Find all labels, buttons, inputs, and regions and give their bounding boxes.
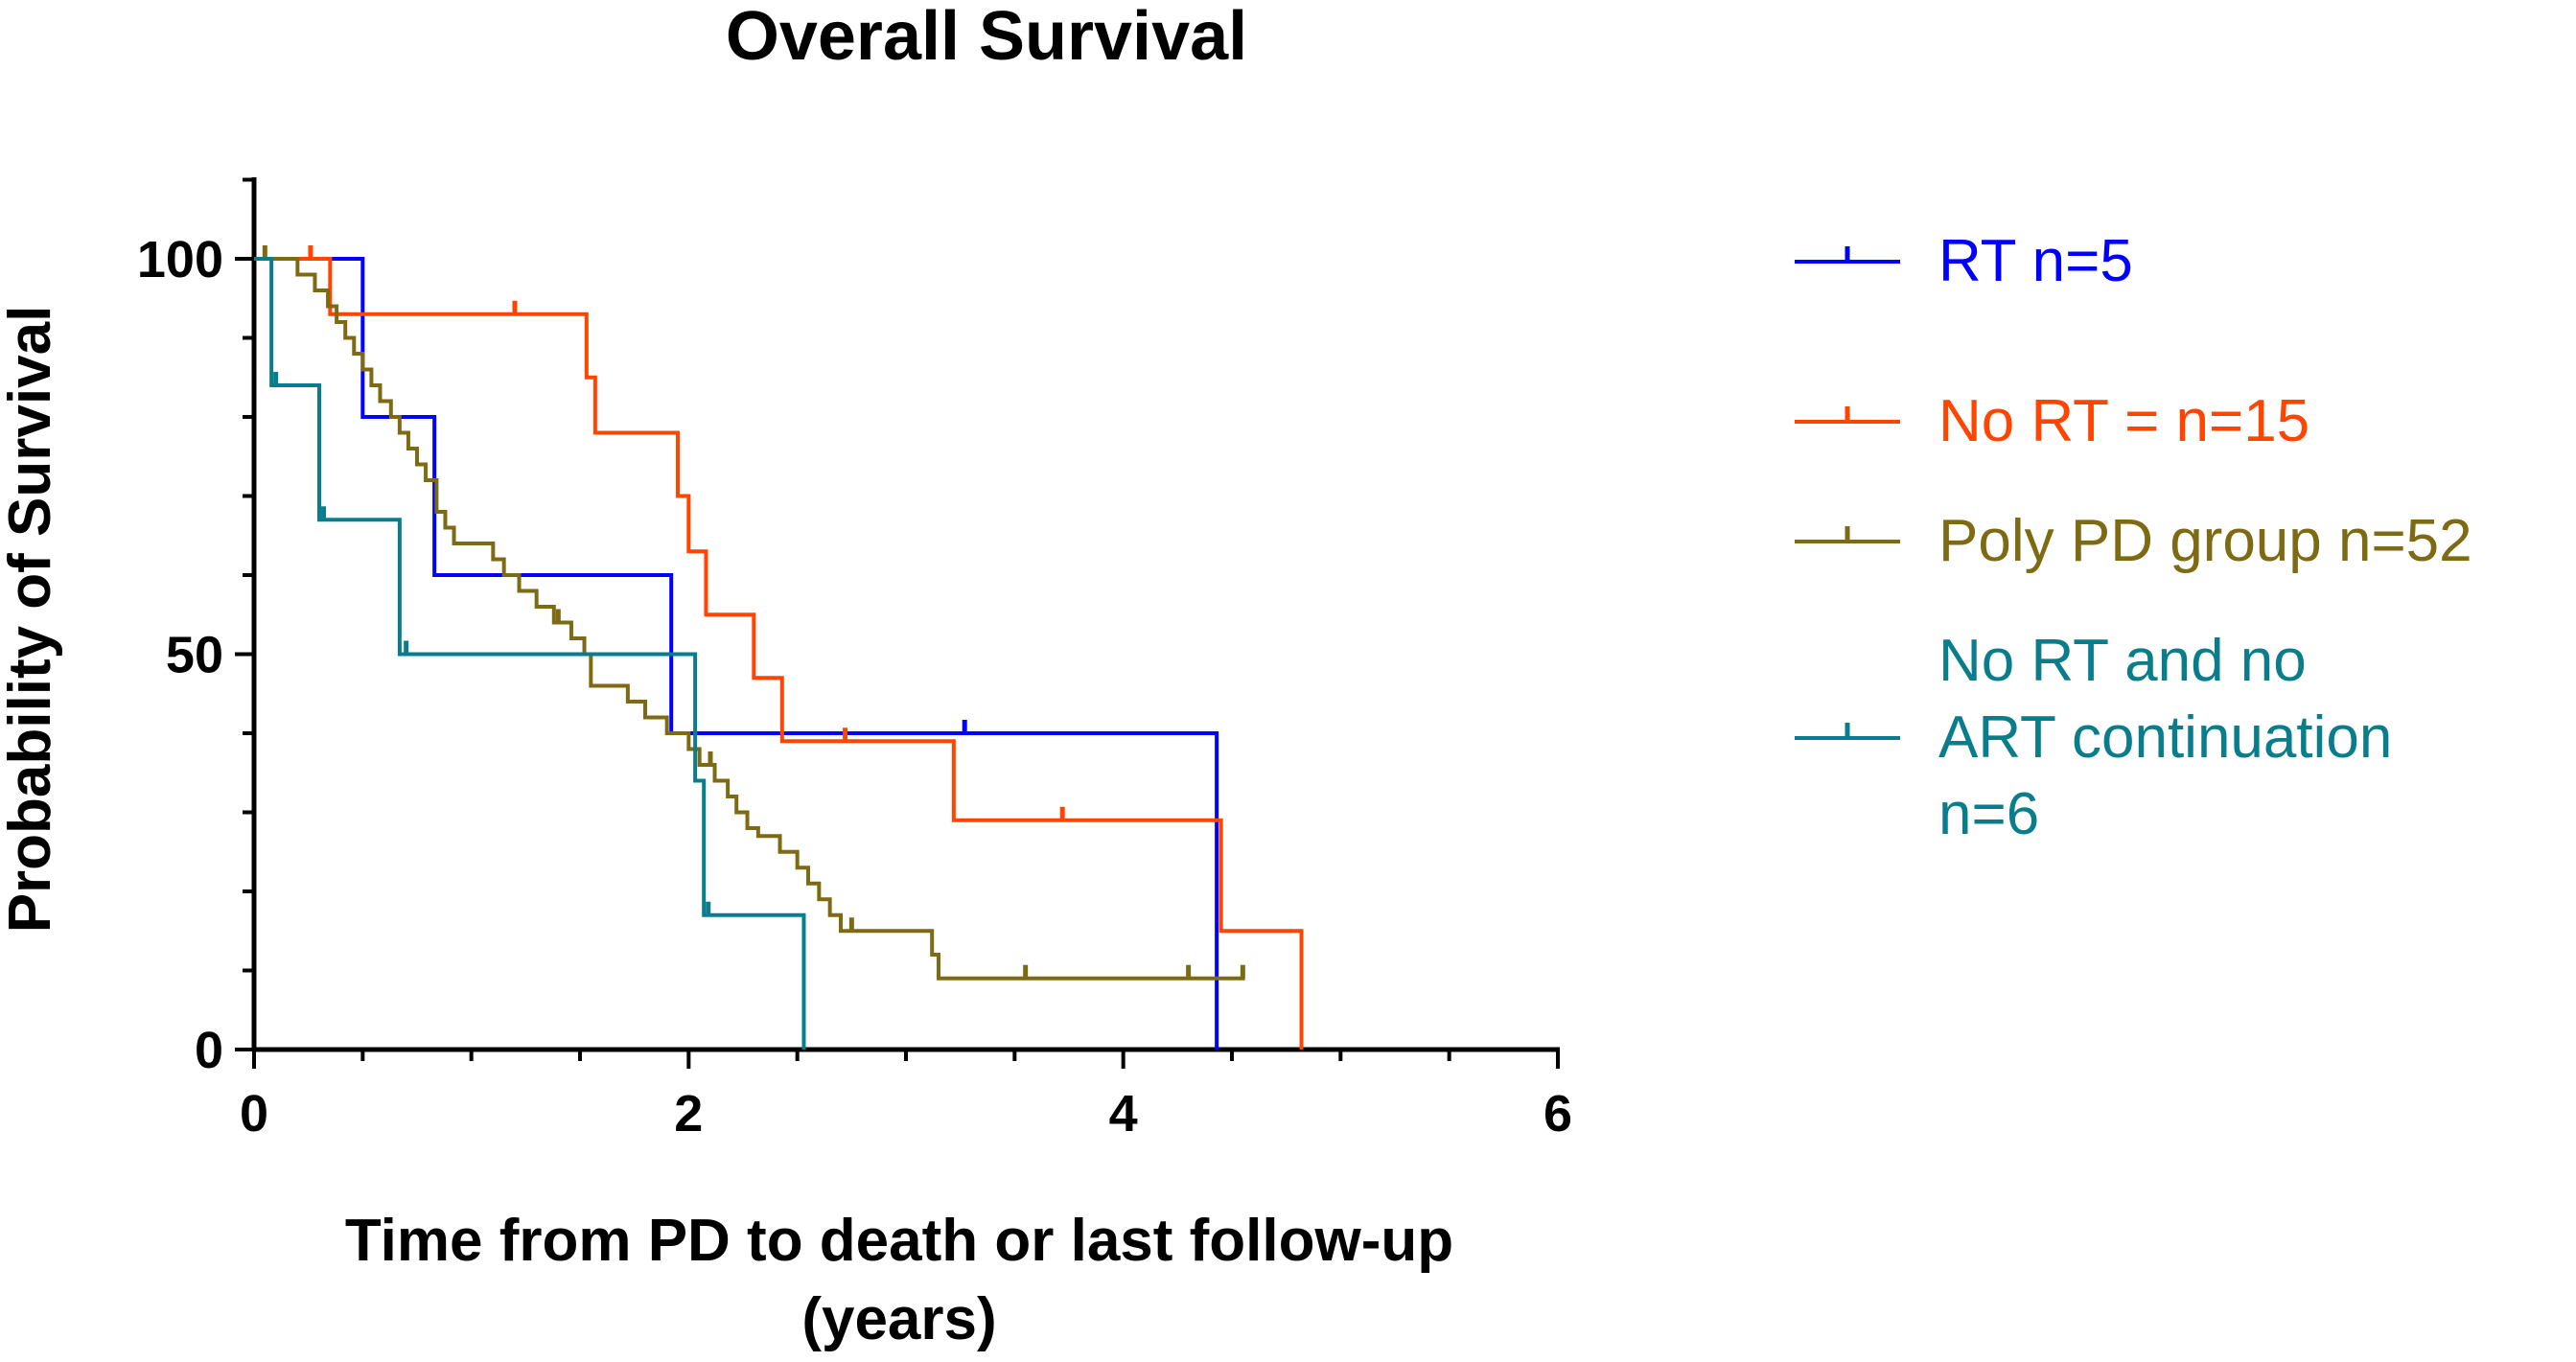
legend-label: n=6 bbox=[1938, 781, 2039, 847]
x-axis-label-units: (years) bbox=[801, 1286, 996, 1352]
x-tick-label: 2 bbox=[674, 1085, 703, 1143]
x-axis-label: Time from PD to death or last follow-up bbox=[345, 1208, 1453, 1274]
series-1 bbox=[254, 257, 1219, 1050]
legend: RT n=5 No RT = n=15 Poly PD group n=52 No R… bbox=[1795, 228, 2472, 847]
chart-title: Overall Survival bbox=[726, 0, 1247, 75]
axes: 0 50 100 0 2 4 6 bbox=[137, 177, 1572, 1143]
legend-item-4: No RT and no ART continuation n=6 bbox=[1795, 628, 2392, 847]
series-4 bbox=[254, 257, 806, 1050]
series-2 bbox=[254, 245, 1304, 1050]
survival-curve bbox=[254, 257, 1245, 981]
legend-item-2: No RT = n=15 bbox=[1795, 388, 2309, 454]
x-tick-label: 6 bbox=[1543, 1085, 1572, 1143]
series-layer bbox=[254, 245, 1304, 1050]
x-tick-label: 4 bbox=[1109, 1085, 1138, 1143]
survival-curve bbox=[254, 257, 806, 1050]
y-tick-label: 50 bbox=[166, 627, 223, 684]
legend-label: No RT and no bbox=[1938, 628, 2307, 694]
legend-label: Poly PD group n=52 bbox=[1938, 508, 2472, 574]
series-3 bbox=[254, 245, 1245, 981]
survival-curve bbox=[254, 257, 1219, 1050]
legend-label: RT n=5 bbox=[1938, 228, 2133, 294]
x-tick-label: 0 bbox=[240, 1085, 268, 1143]
survival-curve bbox=[254, 257, 1304, 1050]
y-tick-label: 100 bbox=[137, 231, 223, 289]
legend-label: ART continuation bbox=[1938, 704, 2392, 771]
legend-item-3: Poly PD group n=52 bbox=[1795, 508, 2472, 574]
y-tick-label: 0 bbox=[195, 1022, 223, 1079]
legend-label: No RT = n=15 bbox=[1938, 388, 2309, 454]
y-axis-label: Probability of Survival bbox=[0, 306, 63, 934]
legend-item-1: RT n=5 bbox=[1795, 228, 2133, 294]
